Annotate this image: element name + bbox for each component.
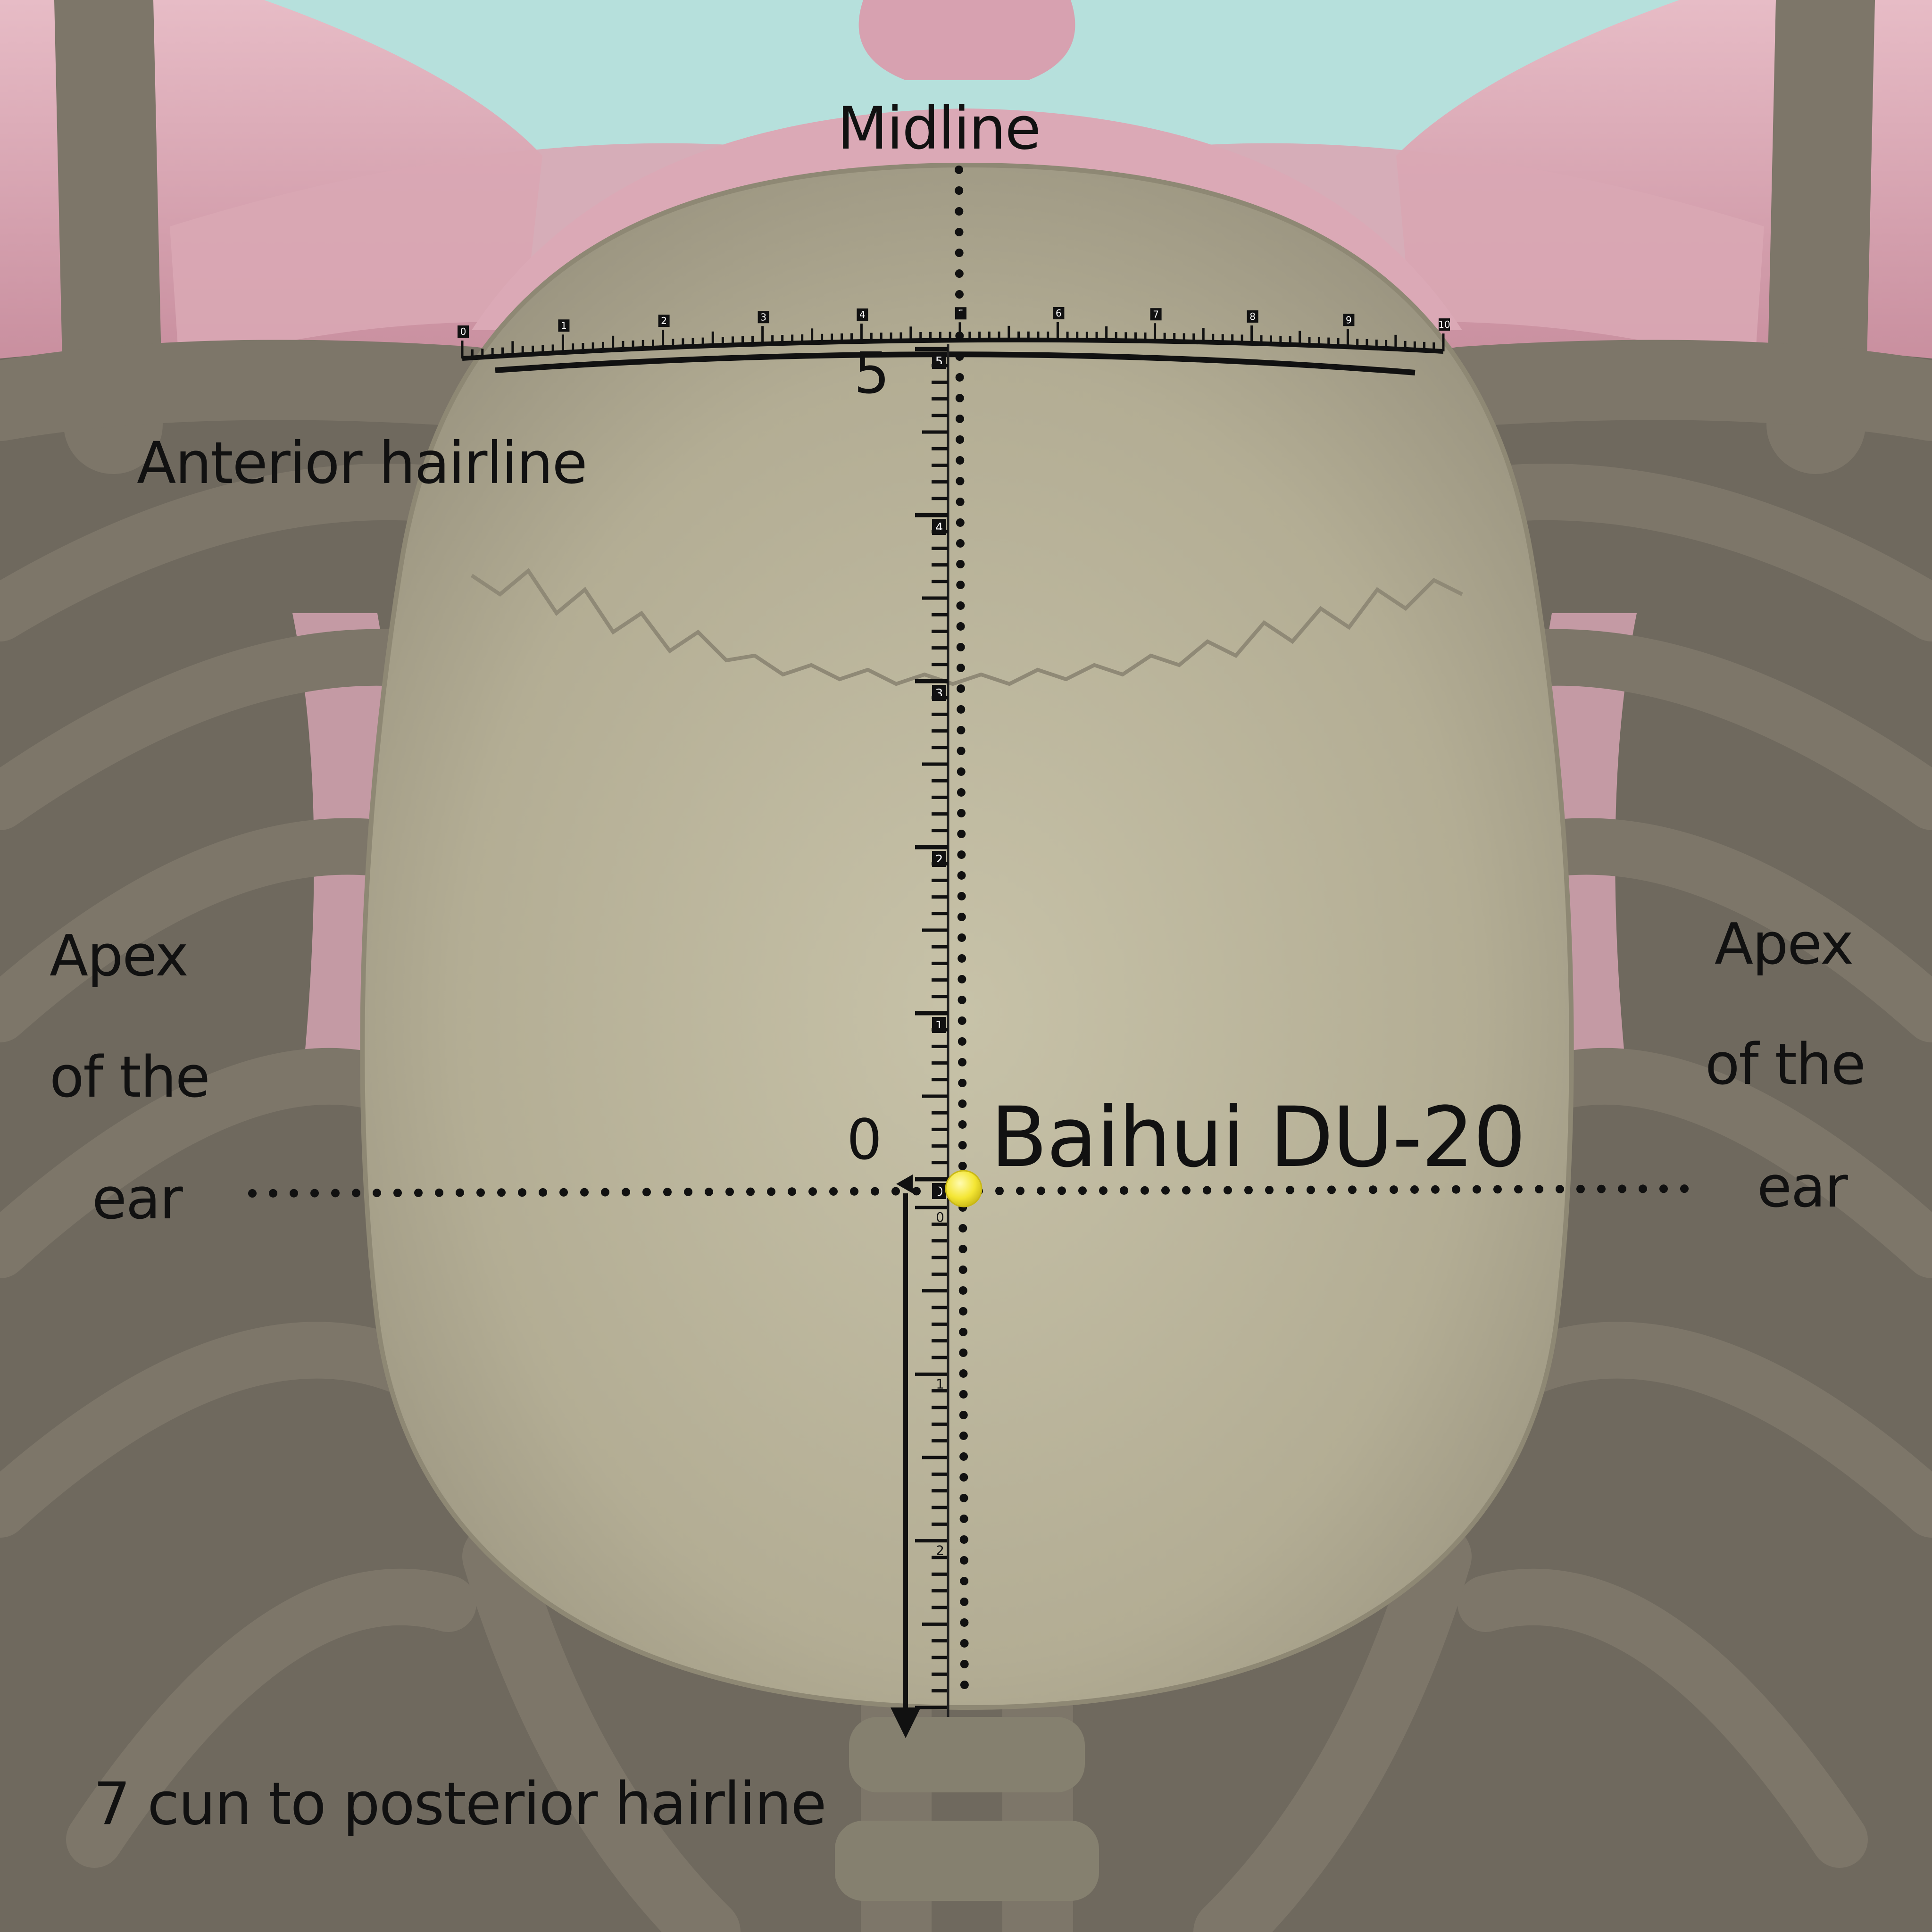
horizontal-tick-label: 10 xyxy=(1438,319,1450,330)
anterior-hairline-label: Anterior hairline xyxy=(137,430,588,497)
apex-right-line-3: ear xyxy=(1757,1155,1848,1220)
horizontal-tick-badge xyxy=(658,315,670,327)
horizontal-tick-badge xyxy=(1150,308,1162,321)
vertical-tick-lower-label: 1 xyxy=(936,1376,944,1391)
horizontal-tick-label: 4 xyxy=(859,309,866,320)
vertical-tick-lower-label: 0 xyxy=(936,1209,944,1225)
horizontal-tick-label: 0 xyxy=(460,326,466,337)
midline-dotted-line xyxy=(955,166,969,1702)
apex-right-line-1: Apex xyxy=(1715,912,1854,977)
horizontal-tick-badge xyxy=(758,311,769,324)
coronal-suture xyxy=(470,568,1463,686)
vertical-ruler: 543210012 xyxy=(915,344,949,1717)
baihui-point-label: Baihui DU-20 xyxy=(991,1089,1526,1186)
horizontal-tick-label: 6 xyxy=(1056,308,1062,319)
vertical-tick-lower-label: 2 xyxy=(936,1543,944,1558)
horizontal-tick-badge xyxy=(1053,307,1065,319)
horizontal-tick-label: 9 xyxy=(1346,314,1352,325)
posterior-hairline-note: 7 cun to posterior hairline xyxy=(93,1770,827,1838)
vertebrae xyxy=(835,1717,1099,1901)
horizontal-tick-badge xyxy=(857,308,868,321)
midline-label: Midline xyxy=(837,95,1041,163)
scale-top-value: 5 xyxy=(854,341,890,407)
apex-right-line-2: of the xyxy=(1705,1032,1866,1098)
horizontal-tick-label: 8 xyxy=(1249,311,1256,322)
apex-left-line-3: ear xyxy=(92,1166,183,1232)
baihui-point-marker[interactable] xyxy=(945,1170,983,1208)
skull xyxy=(360,162,1574,1710)
horizontal-tick-badge xyxy=(1247,310,1258,323)
horizontal-tick-badge xyxy=(458,325,469,338)
scale-zero-value: 0 xyxy=(847,1107,882,1172)
horizontal-tick-label: 7 xyxy=(1153,308,1159,320)
posterior-arrow xyxy=(891,1174,921,1738)
horizontal-tick-label: 1 xyxy=(561,320,567,331)
horizontal-tick-badge xyxy=(558,319,570,332)
horizontal-tick-label: 3 xyxy=(760,311,766,323)
horizontal-tick-badge xyxy=(1439,318,1450,331)
horizontal-tick-badge xyxy=(1343,314,1355,326)
apex-left-line-1: Apex xyxy=(50,924,189,989)
apex-left-line-2: of the xyxy=(50,1045,210,1110)
horizontal-tick-label: 2 xyxy=(661,315,667,326)
